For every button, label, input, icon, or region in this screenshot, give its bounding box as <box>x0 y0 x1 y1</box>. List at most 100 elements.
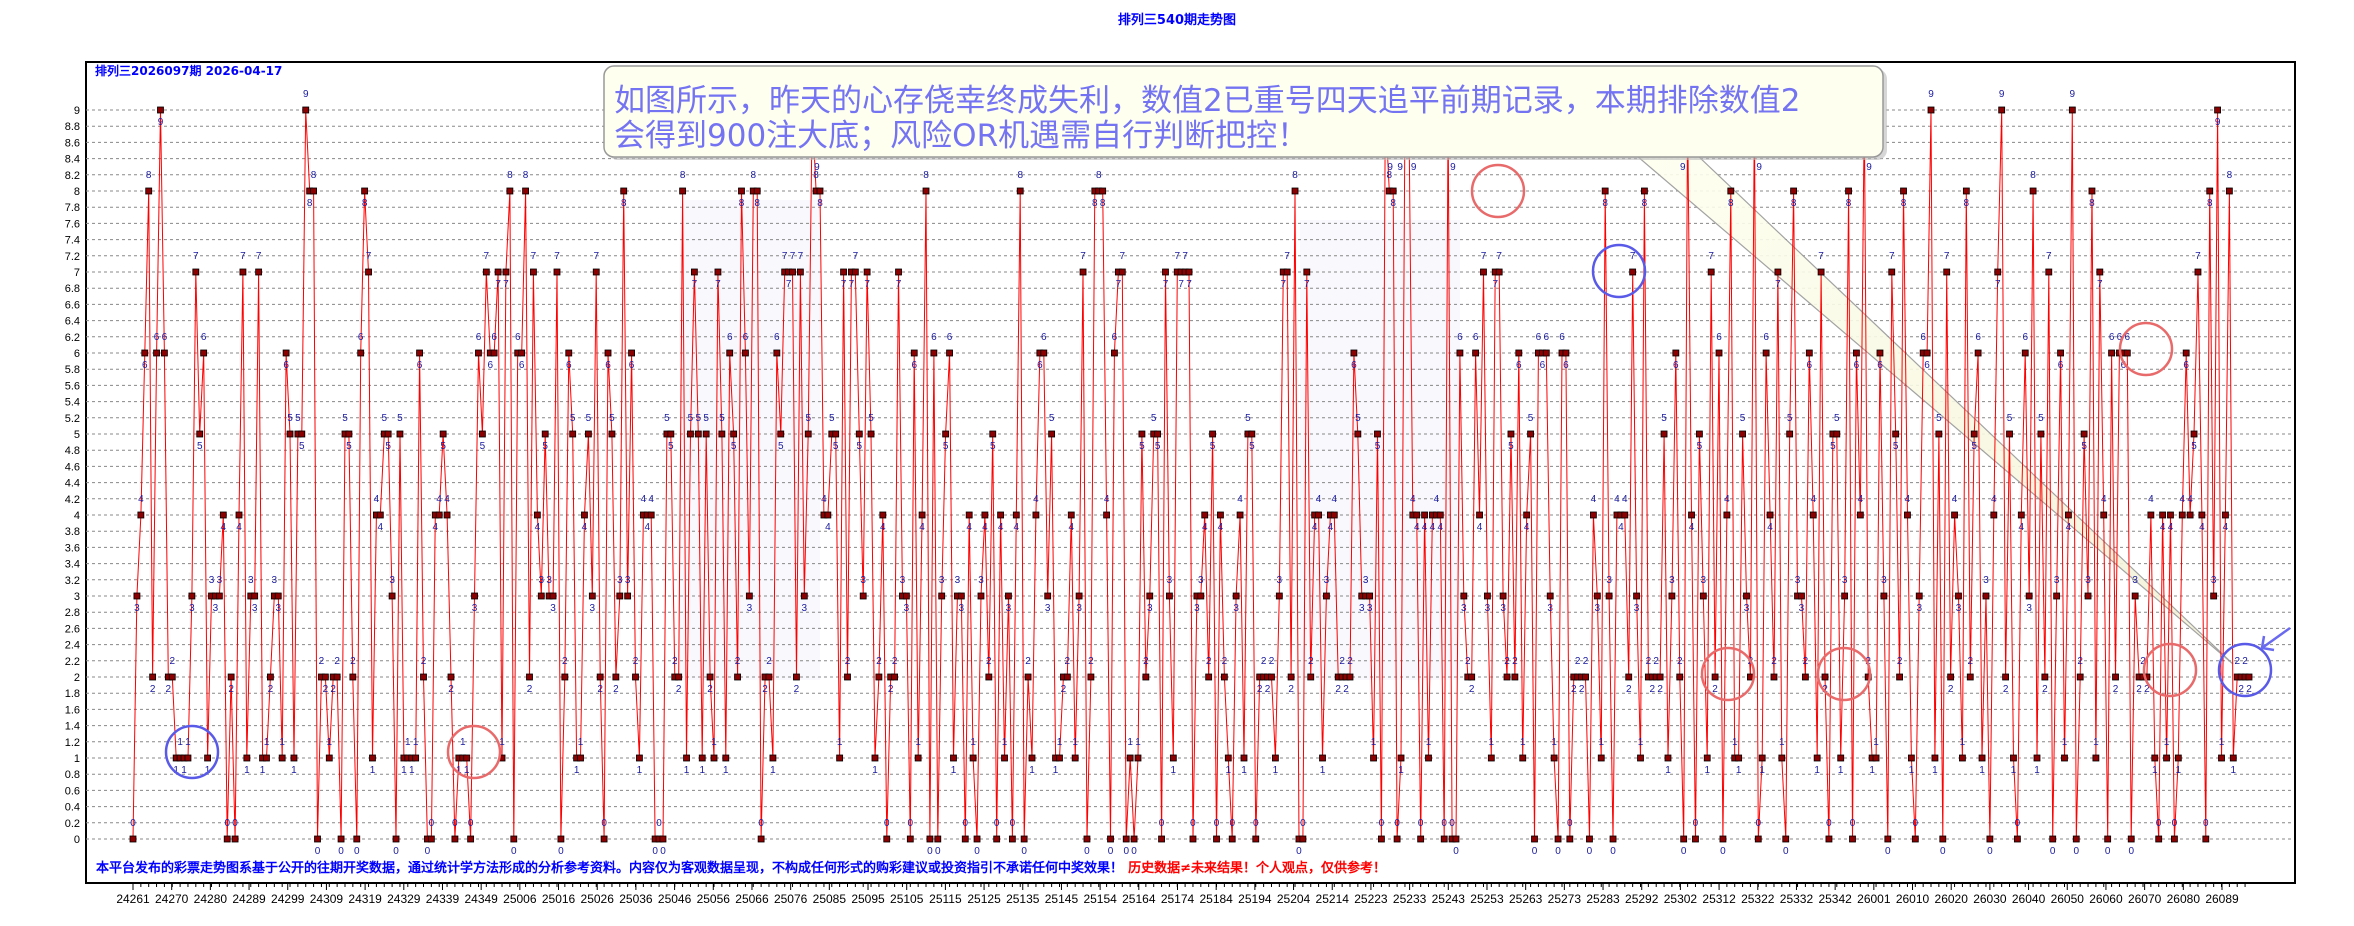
data-point <box>1562 349 1570 357</box>
data-point <box>1947 673 1955 681</box>
data-point <box>1374 430 1381 438</box>
point-value-label: 2 <box>676 684 682 695</box>
point-value-label: 3 <box>1461 603 1467 614</box>
data-point <box>565 349 573 357</box>
point-value-label: 0 <box>2203 818 2209 829</box>
y-tick-label: 9 <box>74 105 80 117</box>
point-value-label: 2 <box>1339 656 1345 667</box>
data-point <box>133 592 141 600</box>
data-point <box>2061 754 2068 762</box>
data-point <box>2092 754 2100 762</box>
point-value-label: 4 <box>2179 494 2185 505</box>
data-point <box>490 349 498 357</box>
point-value-label: 5 <box>586 413 592 424</box>
x-tick-label: 25283 <box>1586 892 1620 906</box>
point-value-label: 7 <box>2097 279 2103 290</box>
point-value-label: 4 <box>374 494 380 505</box>
data-point <box>1456 349 1464 357</box>
data-point <box>2210 592 2218 600</box>
y-tick-label: 2.4 <box>65 640 80 652</box>
data-point <box>1083 835 1091 843</box>
point-value-label: 1 <box>244 765 250 776</box>
data-point <box>1566 835 1574 843</box>
point-value-label: 5 <box>1508 441 1514 452</box>
point-value-label: 1 <box>970 737 976 748</box>
point-value-label: 1 <box>574 765 580 776</box>
point-value-label: 0 <box>908 818 914 829</box>
callout-box <box>603 65 1884 158</box>
data-point <box>702 430 710 438</box>
point-value-label: 1 <box>1779 737 1785 748</box>
point-value-label: 6 <box>566 360 572 371</box>
point-value-label: 1 <box>1736 765 1742 776</box>
point-value-label: 1 <box>1002 737 1008 748</box>
point-value-label: 6 <box>1473 332 1479 343</box>
point-value-label: 5 <box>2038 413 2044 424</box>
data-point <box>969 754 977 762</box>
data-point <box>1460 592 1468 600</box>
data-point <box>1319 754 1326 762</box>
point-value-label: 2 <box>1646 656 1652 667</box>
point-value-label: 1 <box>1979 765 1985 776</box>
data-point <box>2245 673 2253 681</box>
point-value-label: 0 <box>1913 818 1919 829</box>
watermark <box>680 200 1460 680</box>
data-point <box>1849 835 1856 843</box>
point-value-label: 0 <box>425 846 431 857</box>
point-value-label: 4 <box>535 522 541 533</box>
data-point <box>1421 511 1428 519</box>
data-point <box>769 754 777 762</box>
point-value-label: 3 <box>1045 603 1051 614</box>
point-value-label: 6 <box>1041 332 1047 343</box>
data-point <box>926 835 934 843</box>
point-value-label: 1 <box>1426 737 1432 748</box>
point-value-label: 7 <box>1492 279 1498 290</box>
data-point <box>2045 268 2053 276</box>
y-tick-label: 0.4 <box>65 802 80 814</box>
data-point <box>844 673 851 681</box>
data-point <box>530 268 537 276</box>
point-value-label: 0 <box>2172 818 2178 829</box>
point-value-label: 1 <box>1873 737 1879 748</box>
data-point <box>1943 268 1951 276</box>
point-value-label: 8 <box>1642 198 1648 209</box>
point-value-label: 0 <box>1084 846 1090 857</box>
data-point <box>1782 835 1790 843</box>
data-point <box>298 430 306 438</box>
point-value-label: 2 <box>1657 684 1663 695</box>
point-value-label: 4 <box>1033 494 1039 505</box>
point-value-label: 6 <box>1975 332 1981 343</box>
point-value-label: 1 <box>2152 765 2158 776</box>
data-point <box>1735 754 1743 762</box>
point-value-label: 4 <box>1332 494 1338 505</box>
data-point <box>510 835 518 843</box>
data-point <box>1605 592 1613 600</box>
x-tick-label: 25302 <box>1664 892 1698 906</box>
data-point <box>522 187 529 195</box>
point-value-label: 4 <box>1438 522 1444 533</box>
data-point <box>502 268 510 276</box>
point-value-label: 2 <box>876 656 882 667</box>
chart-title: 排列三540期走势图 <box>1118 12 1236 28</box>
point-value-label: 5 <box>1375 441 1381 452</box>
data-point <box>2108 349 2115 357</box>
data-point <box>290 754 298 762</box>
point-value-label: 3 <box>1076 603 1082 614</box>
point-value-label: 5 <box>805 413 811 424</box>
point-value-label: 2 <box>330 684 336 695</box>
point-value-label: 2 <box>1288 684 1294 695</box>
data-point <box>467 835 475 843</box>
point-value-label: 2 <box>1579 684 1585 695</box>
point-value-label: 1 <box>2219 737 2225 748</box>
point-value-label: 0 <box>927 846 933 857</box>
point-value-label: 0 <box>1418 818 1424 829</box>
point-value-label: 6 <box>1037 360 1043 371</box>
data-point <box>1699 592 1707 600</box>
x-tick-label: 25066 <box>735 892 769 906</box>
data-point <box>478 430 486 438</box>
point-value-label: 9 <box>1999 89 2005 100</box>
point-value-label: 5 <box>1893 441 1899 452</box>
data-point <box>1213 835 1220 843</box>
data-point <box>1370 754 1377 762</box>
